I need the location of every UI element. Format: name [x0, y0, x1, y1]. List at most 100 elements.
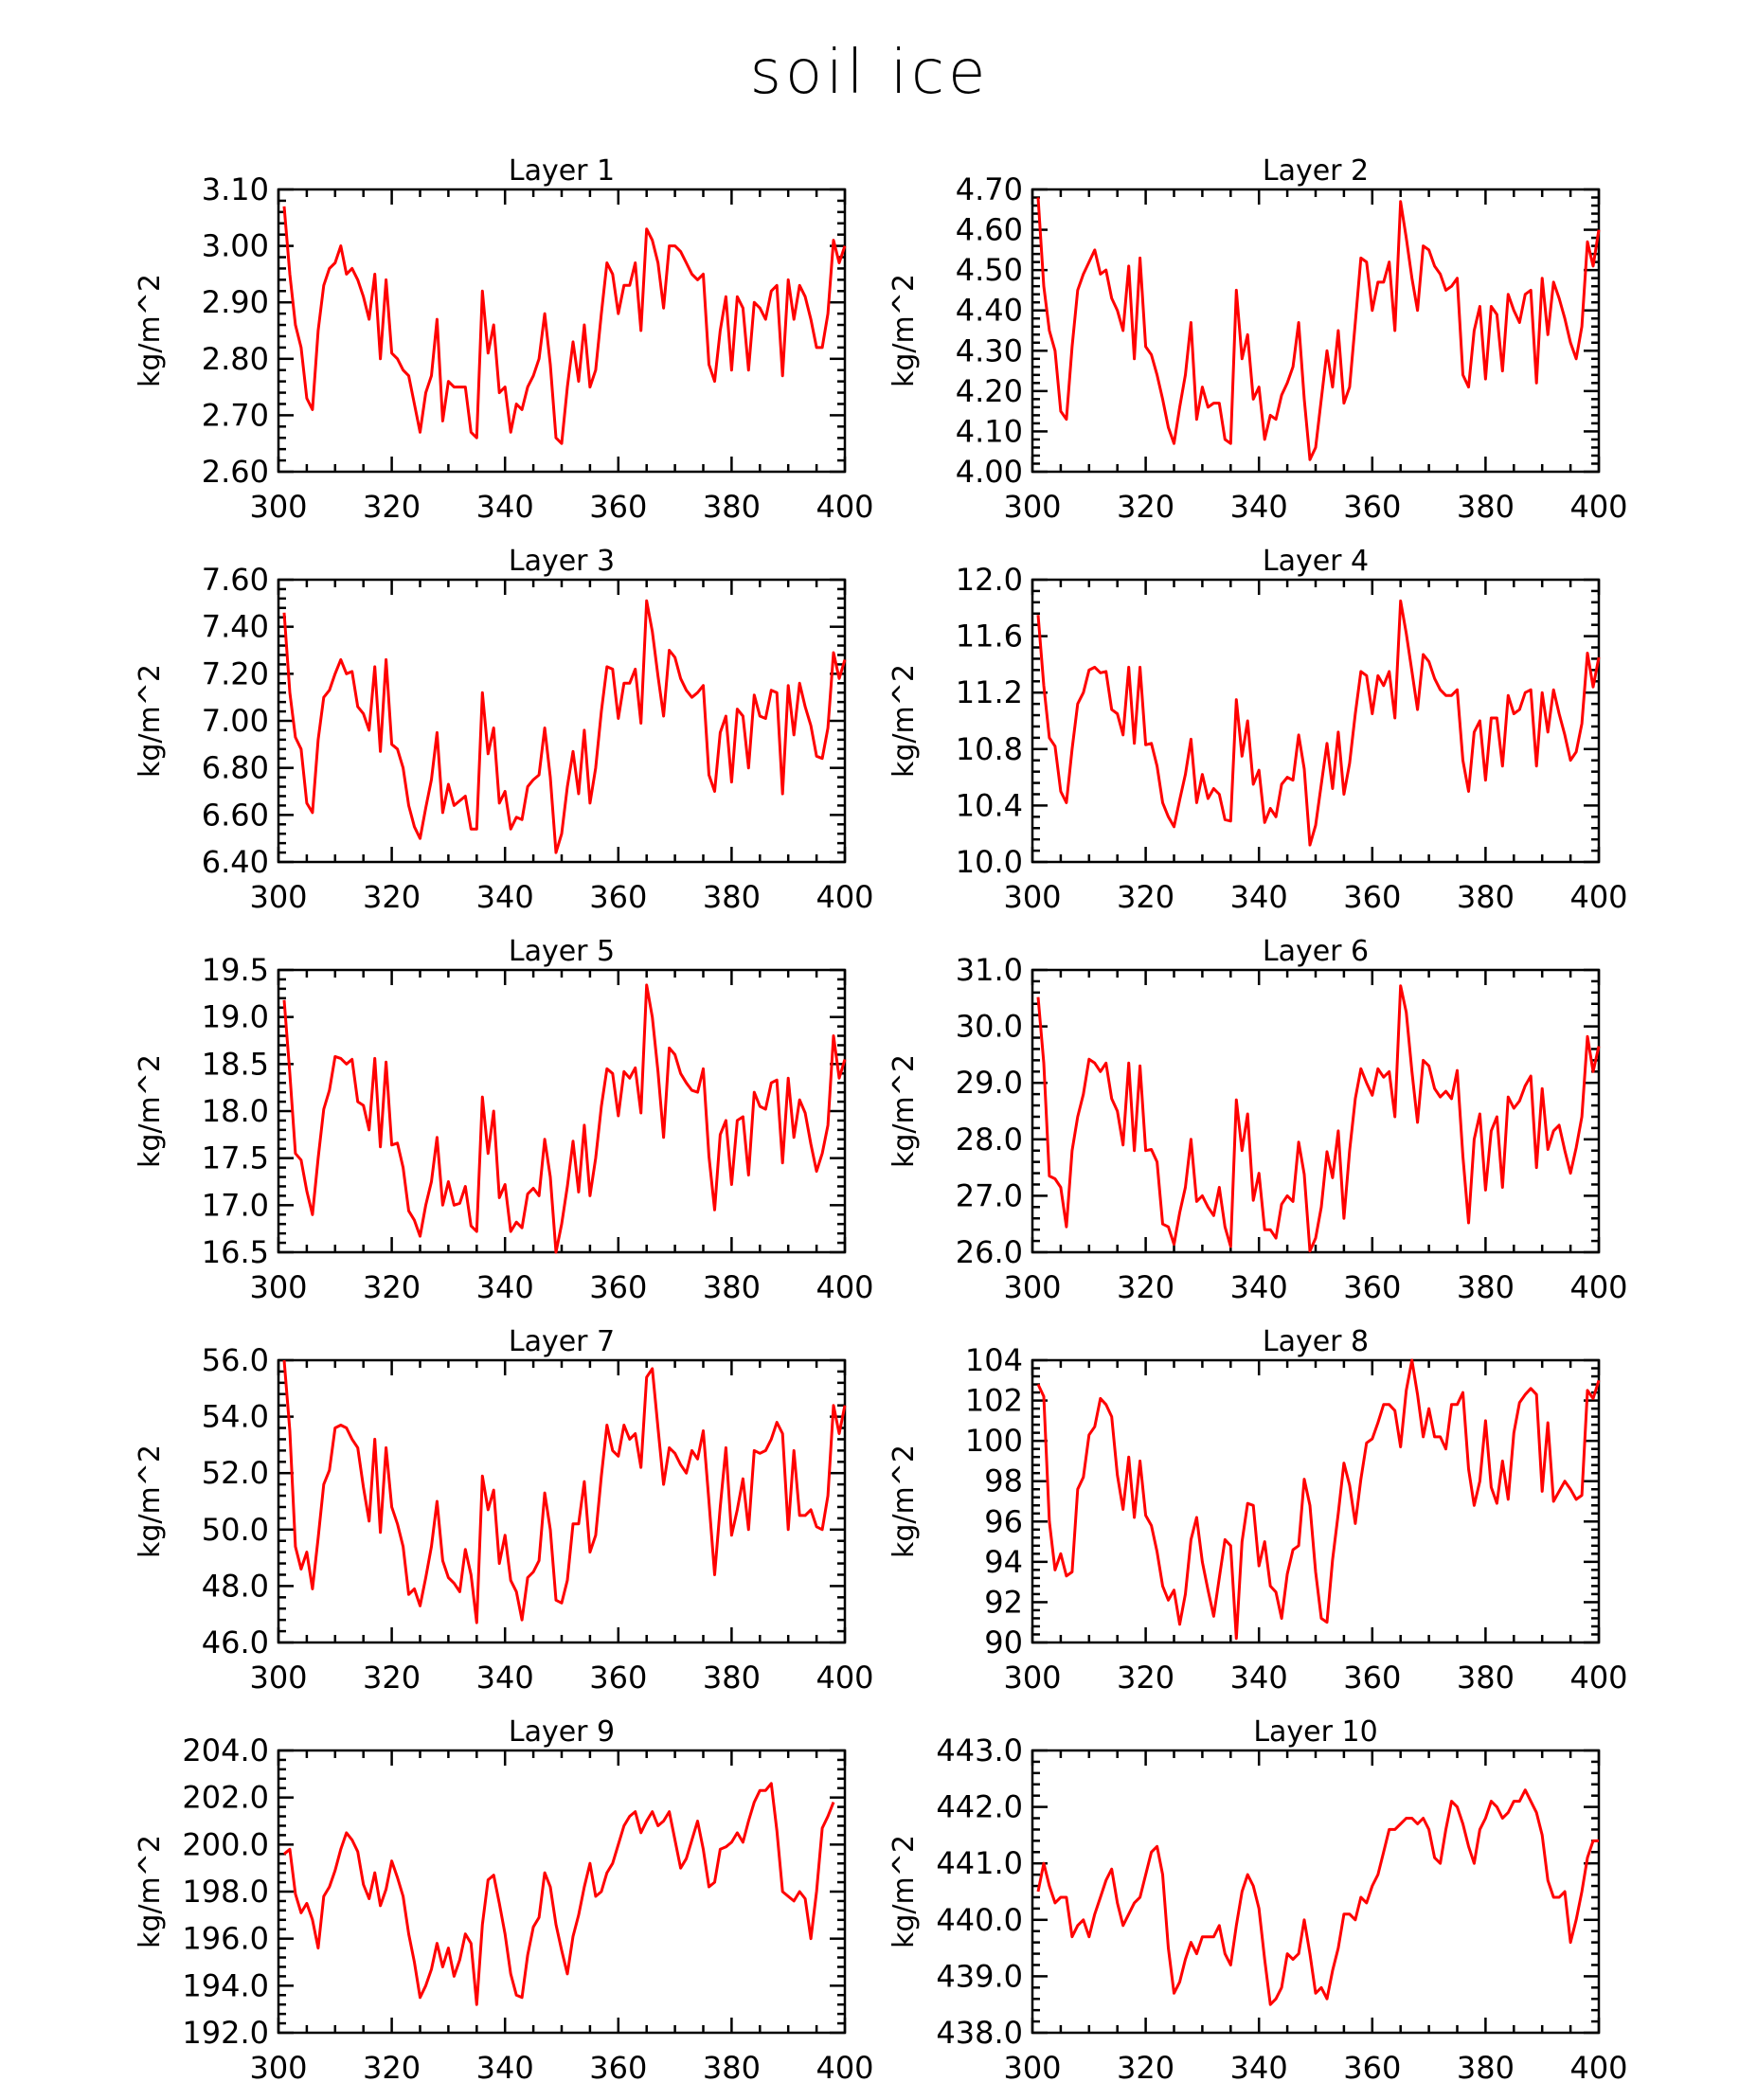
chart-title: Layer 7 — [509, 1325, 615, 1358]
y-tick-label: 90 — [984, 1624, 1023, 1660]
x-tick-label: 340 — [1230, 1660, 1288, 1696]
x-tick-label: 380 — [1457, 2050, 1515, 2086]
x-tick-label: 360 — [1343, 2050, 1401, 2086]
x-tick-label: 360 — [1343, 879, 1401, 915]
x-tick-label: 360 — [1343, 489, 1401, 525]
y-tick-label: 200.0 — [182, 1826, 269, 1862]
chart-layer-9: Layer 9 kg/m^2 300 320 340 360 380 400 192.0 194.… — [134, 1715, 874, 2086]
x-tick-label: 340 — [476, 1660, 534, 1696]
y-tick-label: 3.10 — [202, 171, 269, 207]
x-tick-label: 320 — [363, 1269, 421, 1305]
y-tick-label: 6.60 — [202, 797, 269, 833]
y-tick-label: 17.0 — [202, 1187, 269, 1223]
y-tick-label: 54.0 — [202, 1399, 269, 1435]
y-tick-label: 440.0 — [936, 1902, 1023, 1938]
x-tick-label: 400 — [816, 489, 873, 525]
chart-layer-2: Layer 2 kg/m^2 300 320 340 360 380 400 4.00 4.10 4… — [887, 154, 1628, 525]
series-line — [282, 599, 847, 854]
x-tick-label: 400 — [816, 2050, 873, 2086]
y-tick-label: 10.4 — [956, 787, 1023, 823]
x-tick-label: 400 — [1569, 489, 1627, 525]
x-tick-label: 300 — [1003, 489, 1061, 525]
y-tick-label: 2.80 — [202, 341, 269, 377]
x-tick-label: 320 — [1117, 1269, 1174, 1305]
x-tick-label: 300 — [249, 879, 307, 915]
y-axis-label: kg/m^2 — [887, 1054, 921, 1168]
x-tick-label: 340 — [476, 2050, 534, 2086]
x-tick-label: 380 — [703, 879, 761, 915]
x-tick-label: 400 — [816, 1269, 873, 1305]
y-tick-label: 104 — [965, 1342, 1023, 1378]
x-tick-label: 360 — [589, 879, 647, 915]
series-line — [1036, 984, 1601, 1253]
x-tick-label: 360 — [1343, 1269, 1401, 1305]
x-tick-label: 320 — [1117, 2050, 1174, 2086]
y-tick-label: 4.50 — [956, 252, 1023, 288]
chart-layer-7: Layer 7 kg/m^2 300 320 340 360 380 400 46.0 48.0 5… — [134, 1325, 874, 1696]
chart-layer-8: Layer 8 kg/m^2 300 320 340 360 380 400 90 92 94 96 9… — [887, 1325, 1628, 1696]
x-tick-label: 340 — [476, 1269, 534, 1305]
chart-layer-10: Layer 10 kg/m^2 300 320 340 360 380 400 438.0 439… — [887, 1715, 1628, 2086]
y-tick-label: 4.00 — [956, 454, 1023, 490]
series-line — [1036, 197, 1601, 461]
y-tick-label: 46.0 — [202, 1624, 269, 1660]
y-tick-label: 443.0 — [936, 1732, 1023, 1768]
y-tick-label: 2.70 — [202, 397, 269, 433]
x-tick-label: 380 — [703, 2050, 761, 2086]
y-axis-label: kg/m^2 — [134, 1835, 167, 1948]
y-tick-label: 2.60 — [202, 454, 269, 490]
x-tick-label: 360 — [589, 1660, 647, 1696]
y-tick-label: 192.0 — [182, 2015, 269, 2051]
y-tick-label: 98 — [984, 1463, 1023, 1499]
y-axis-label: kg/m^2 — [134, 1054, 167, 1168]
y-tick-label: 52.0 — [202, 1455, 269, 1491]
y-tick-label: 196.0 — [182, 1921, 269, 1957]
chart-title: Layer 2 — [1263, 154, 1369, 188]
y-tick-label: 4.70 — [956, 171, 1023, 207]
x-tick-label: 300 — [249, 489, 307, 525]
y-tick-label: 2.90 — [202, 284, 269, 320]
y-tick-label: 12.0 — [956, 562, 1023, 598]
y-axis-label: kg/m^2 — [887, 274, 921, 387]
y-tick-label: 204.0 — [182, 1732, 269, 1768]
x-tick-label: 320 — [1117, 879, 1174, 915]
y-tick-label: 7.20 — [202, 655, 269, 691]
x-tick-label: 320 — [363, 489, 421, 525]
chart-layer-1: Layer 1 kg/m^2 300 320 340 360 380 400 2.60 2.70 2… — [134, 154, 874, 525]
x-tick-label: 340 — [1230, 2050, 1288, 2086]
y-tick-label: 18.5 — [202, 1046, 269, 1082]
y-tick-label: 4.10 — [956, 413, 1023, 449]
x-tick-label: 300 — [249, 2050, 307, 2086]
y-tick-label: 100 — [965, 1423, 1023, 1459]
y-tick-label: 439.0 — [936, 1958, 1023, 1994]
y-tick-label: 27.0 — [956, 1177, 1023, 1213]
y-tick-label: 4.30 — [956, 332, 1023, 368]
page-title: soil ice — [749, 38, 990, 108]
chart-layer-4: Layer 4 kg/m^2 300 320 340 360 380 400 10.0 10.4 1… — [887, 545, 1628, 915]
y-tick-label: 29.0 — [956, 1065, 1023, 1101]
x-tick-label: 400 — [816, 1660, 873, 1696]
y-axis-label: kg/m^2 — [134, 1445, 167, 1558]
chart-layer-5: Layer 5 kg/m^2 300 320 340 360 380 400 16.5 17.0 1… — [134, 935, 874, 1305]
x-tick-label: 300 — [1003, 879, 1061, 915]
y-tick-label: 7.40 — [202, 609, 269, 645]
y-tick-label: 198.0 — [182, 1874, 269, 1910]
y-tick-label: 28.0 — [956, 1122, 1023, 1158]
y-tick-label: 194.0 — [182, 1967, 269, 2003]
y-tick-label: 19.5 — [202, 952, 269, 988]
x-tick-label: 380 — [703, 489, 761, 525]
plot-frame — [277, 578, 847, 864]
x-tick-label: 400 — [1569, 879, 1627, 915]
x-tick-label: 380 — [1457, 489, 1515, 525]
chart-title: Layer 9 — [509, 1715, 615, 1749]
x-tick-label: 300 — [1003, 1269, 1061, 1305]
x-tick-label: 360 — [589, 489, 647, 525]
x-tick-label: 400 — [1569, 1660, 1627, 1696]
chart-layer-6: Layer 6 kg/m^2 300 320 340 360 380 400 26.0 27.0 2… — [887, 935, 1628, 1305]
plot-frame — [1031, 188, 1601, 474]
y-tick-label: 19.0 — [202, 999, 269, 1035]
x-tick-label: 320 — [1117, 1660, 1174, 1696]
y-tick-label: 96 — [984, 1503, 1023, 1539]
y-tick-label: 10.8 — [956, 731, 1023, 767]
